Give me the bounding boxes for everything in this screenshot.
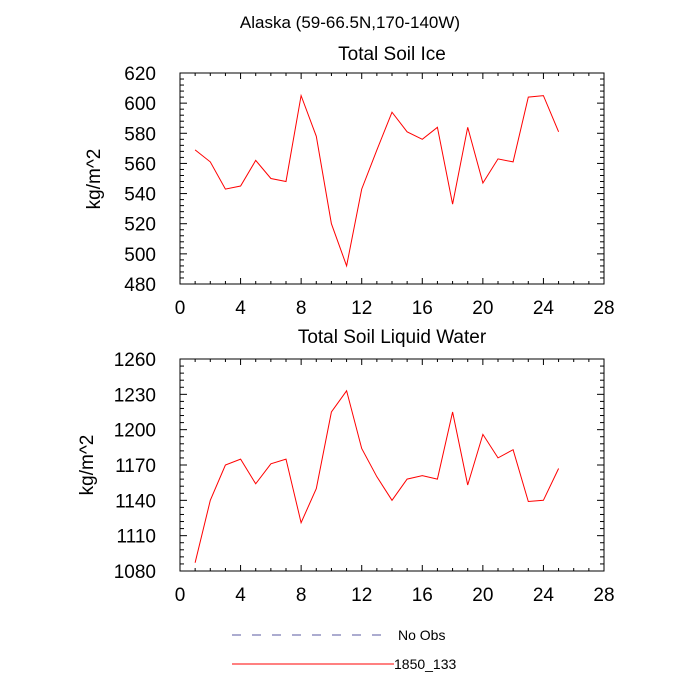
- legend-label-no-obs: No Obs: [398, 627, 445, 643]
- y-tick-label: 1200: [114, 421, 156, 442]
- plot-frame-soil-ice: [179, 72, 605, 285]
- x-tick-label: 12: [351, 585, 372, 606]
- x-tick-label: 8: [296, 298, 307, 319]
- y-tick-label: 580: [124, 124, 156, 145]
- x-tick-label: 20: [472, 298, 493, 319]
- plot-frame-soil-liquid-water: [179, 358, 605, 572]
- x-tick-label: 12: [351, 298, 372, 319]
- series-line-soil-ice: [194, 93, 560, 268]
- x-tick-label: 4: [235, 298, 246, 319]
- x-tick-label: 28: [593, 585, 614, 606]
- legend: No Obs 1850_133: [232, 627, 457, 672]
- y-tick-label: 520: [124, 215, 156, 236]
- y-axis-label-soil-ice: kg/m^2: [84, 149, 105, 210]
- y-axis-label-soil-liquid-water: kg/m^2: [77, 435, 98, 496]
- y-tick-label: 560: [124, 154, 156, 175]
- panel-soil-liquid-water: Total Soil Liquid Water kg/m^2 0 4 8 12 16 20…: [77, 327, 615, 606]
- y-tick-label: 1110: [117, 527, 156, 548]
- panel-title-soil-ice: Total Soil Ice: [338, 44, 446, 65]
- y-tick-label: 600: [124, 94, 156, 115]
- x-tick-label: 24: [533, 298, 555, 319]
- y-tick-label: 500: [124, 245, 156, 266]
- y-tick-label: 1170: [115, 456, 156, 477]
- x-tick-label: 24: [533, 585, 555, 606]
- y-tick-label: 1140: [115, 491, 156, 512]
- x-tick-label: 0: [175, 298, 186, 319]
- y-tick-label: 620: [124, 64, 156, 85]
- y-tick-label: 480: [124, 275, 156, 296]
- x-tick-label: 0: [175, 585, 186, 606]
- x-tick-label: 28: [593, 298, 614, 319]
- x-tick-label: 20: [472, 585, 493, 606]
- x-tick-label: 4: [235, 585, 246, 606]
- figure-title: Alaska (59-66.5N,170-140W): [240, 13, 460, 32]
- x-tick-label: 8: [296, 585, 307, 606]
- y-tick-label: 1230: [114, 385, 156, 406]
- y-tick-label: 1080: [114, 562, 156, 583]
- y-tick-label: 1260: [114, 350, 156, 371]
- legend-label-1850-133: 1850_133: [394, 656, 457, 672]
- panel-soil-ice: Total Soil Ice kg/m^2 0 4 8 12 16 20 24 28 480 50…: [84, 44, 615, 319]
- y-tick-label: 540: [124, 185, 156, 206]
- panel-title-soil-liquid-water: Total Soil Liquid Water: [298, 327, 487, 348]
- x-tick-label: 16: [412, 298, 433, 319]
- x-tick-label: 16: [412, 585, 433, 606]
- series-line-soil-liquid-water: [194, 389, 560, 563]
